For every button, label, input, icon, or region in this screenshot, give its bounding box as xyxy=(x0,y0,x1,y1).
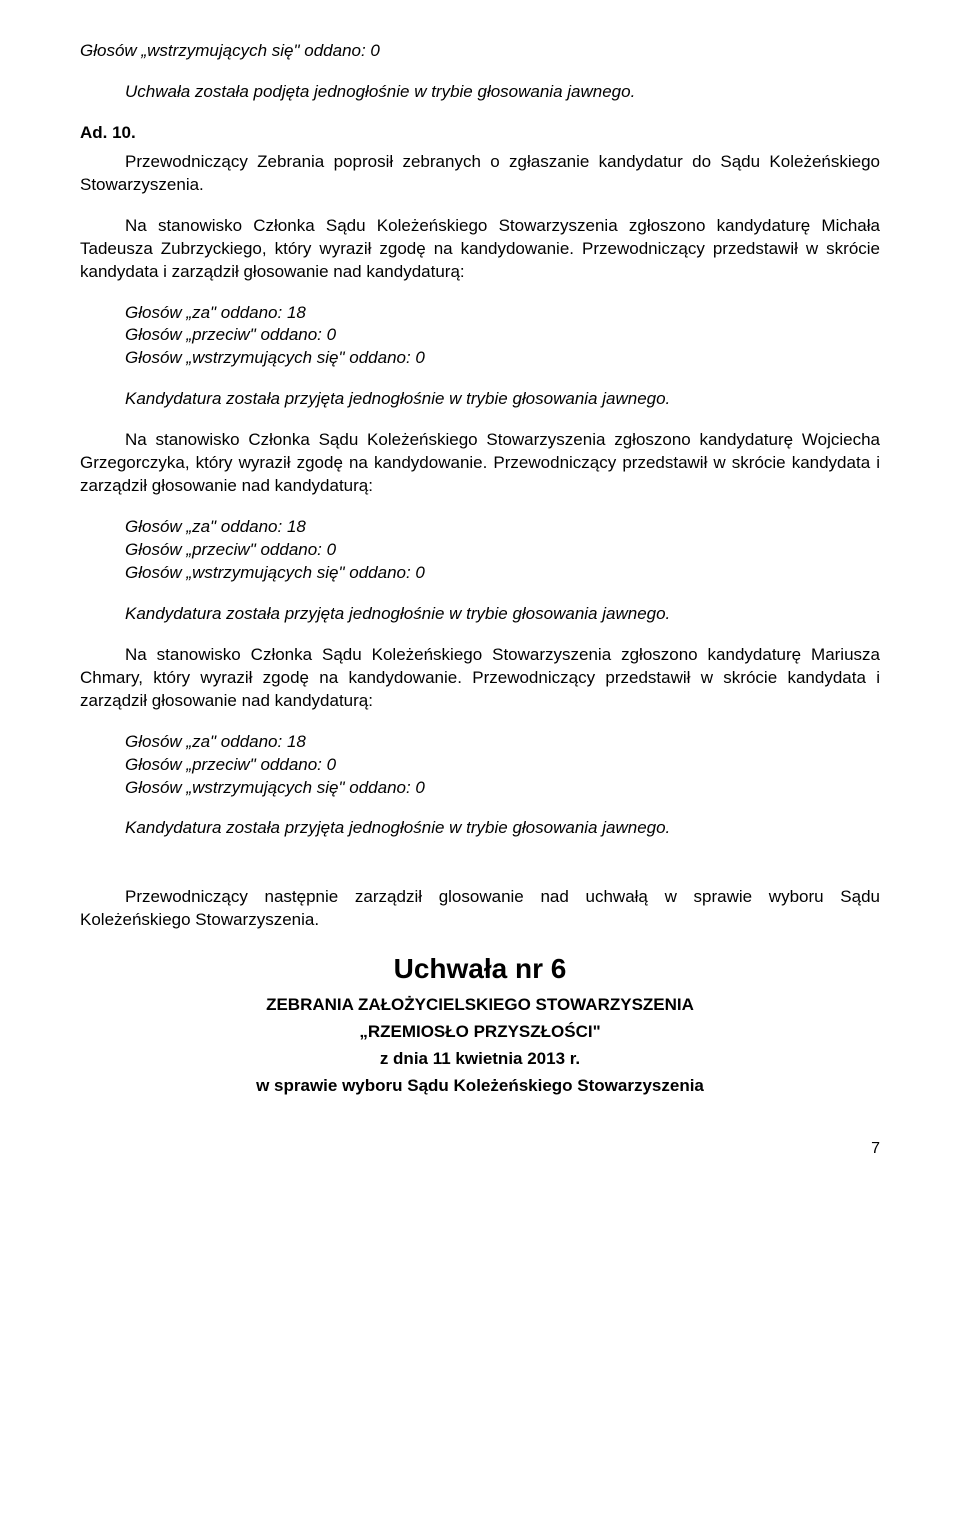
vote-for: Głosów „za" oddano: 18 xyxy=(125,516,880,539)
vote-abstain: Głosów „wstrzymujących się" oddano: 0 xyxy=(125,777,880,800)
vote-abstain: Głosów „wstrzymujących się" oddano: 0 xyxy=(125,347,880,370)
resolution-heading-line1: ZEBRANIA ZAŁOŻYCIELSKIEGO STOWARZYSZENIA xyxy=(80,994,880,1017)
ad10-heading: Ad. 10. xyxy=(80,122,880,145)
candidate1-result: Kandydatura została przyjęta jednogłośni… xyxy=(125,388,880,411)
resolution-heading-line2: „RZEMIOSŁO PRZYSZŁOŚCI" xyxy=(80,1021,880,1044)
page-number: 7 xyxy=(80,1138,880,1160)
vote-for: Głosów „za" oddano: 18 xyxy=(125,731,880,754)
uchwala-adopted-line: Uchwała została podjęta jednogłośnie w t… xyxy=(80,81,880,104)
candidate2-result: Kandydatura została przyjęta jednogłośni… xyxy=(125,603,880,626)
candidate3-result: Kandydatura została przyjęta jednogłośni… xyxy=(125,817,880,840)
candidate1-paragraph: Na stanowisko Członka Sądu Koleżeńskiego… xyxy=(80,215,880,284)
vote-for: Głosów „za" oddano: 18 xyxy=(125,302,880,325)
resolution-date: z dnia 11 kwietnia 2013 r. xyxy=(80,1048,880,1071)
candidate2-votes: Głosów „za" oddano: 18 Głosów „przeciw" … xyxy=(125,516,880,585)
ad10-intro-paragraph: Przewodniczący Zebrania poprosił zebrany… xyxy=(80,151,880,197)
resolution-subject: w sprawie wyboru Sądu Koleżeńskiego Stow… xyxy=(80,1075,880,1098)
candidate3-paragraph: Na stanowisko Członka Sądu Koleżeńskiego… xyxy=(80,644,880,713)
vote-against: Głosów „przeciw" oddano: 0 xyxy=(125,324,880,347)
resolution-title: Uchwała nr 6 xyxy=(80,950,880,988)
candidate2-paragraph: Na stanowisko Członka Sądu Koleżeńskiego… xyxy=(80,429,880,498)
vote-against: Głosów „przeciw" oddano: 0 xyxy=(125,539,880,562)
candidate1-votes: Głosów „za" oddano: 18 Głosów „przeciw" … xyxy=(125,302,880,371)
candidate3-votes: Głosów „za" oddano: 18 Głosów „przeciw" … xyxy=(125,731,880,800)
vote-abstain-top: Głosów „wstrzymujących się" oddano: 0 xyxy=(80,40,880,63)
closing-paragraph: Przewodniczący następnie zarządził gloso… xyxy=(80,886,880,932)
vote-abstain: Głosów „wstrzymujących się" oddano: 0 xyxy=(125,562,880,585)
vote-against: Głosów „przeciw" oddano: 0 xyxy=(125,754,880,777)
